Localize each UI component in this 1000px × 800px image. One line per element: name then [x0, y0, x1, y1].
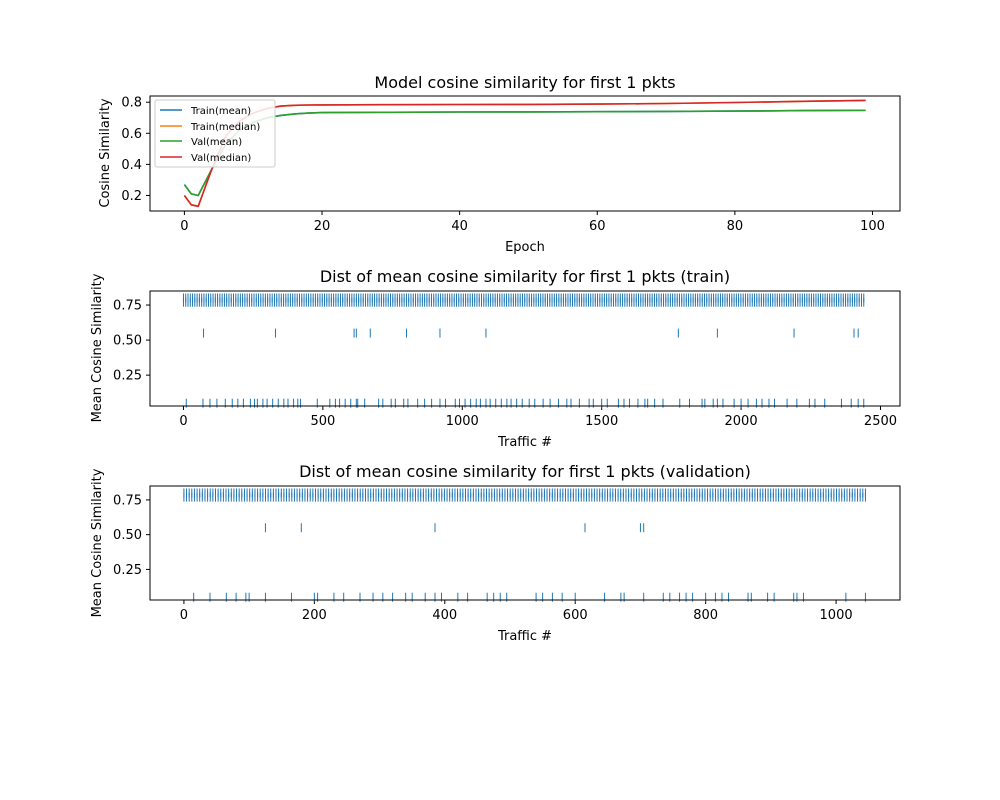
y-axis-label: Mean Cosine Similarity — [90, 468, 105, 617]
chart-title: Model cosine similarity for first 1 pkts — [374, 73, 675, 92]
series-line — [183, 99, 866, 208]
x-tick-label: 400 — [432, 608, 457, 623]
series-line — [183, 99, 866, 208]
legend-entry: Val(median) — [160, 153, 251, 164]
y-tick-label: 0.2 — [121, 189, 142, 204]
plot-frame — [149, 95, 901, 212]
x-axis-ticks: 0 20 40 60 80 100 — [180, 211, 885, 234]
x-tick-label: 20 — [314, 219, 331, 234]
x-tick-label: 2500 — [864, 414, 897, 429]
y-tick-label: 0.25 — [113, 563, 142, 578]
y-axis-ticks: 0.25 0.50 0.75 — [113, 299, 150, 384]
plot-area — [183, 99, 866, 208]
y-tick-label: 0.50 — [113, 528, 142, 543]
y-axis-label: Cosine Similarity — [98, 98, 113, 208]
x-tick-label: 0 — [180, 219, 188, 234]
legend-label: Val(median) — [191, 153, 251, 164]
x-tick-label: 100 — [860, 219, 885, 234]
y-tick-label: 0.8 — [121, 96, 142, 111]
legend-entry: Train(median) — [160, 122, 260, 133]
validation-distribution-scatter: Dist of mean cosine similarity for first… — [90, 462, 901, 644]
x-axis-label: Traffic # — [497, 435, 552, 450]
y-axis-label: Mean Cosine Similarity — [90, 273, 105, 422]
legend-label: Train(median) — [190, 122, 260, 133]
x-tick-label: 0 — [180, 608, 188, 623]
series-line — [183, 109, 866, 197]
plot-frame — [149, 485, 901, 601]
cosine-similarity-line-chart: Model cosine similarity for first 1 pkts… — [98, 73, 901, 255]
y-tick-label: 0.25 — [113, 369, 142, 384]
legend-label: Val(mean) — [191, 137, 242, 148]
x-tick-label: 500 — [310, 414, 335, 429]
legend-entry: Val(mean) — [160, 137, 242, 148]
x-tick-label: 40 — [451, 219, 468, 234]
x-tick-label: 60 — [589, 219, 606, 234]
x-tick-label: 2000 — [725, 414, 758, 429]
x-axis-ticks: 0 500 1000 1500 2000 2500 — [179, 406, 897, 429]
legend-frame — [154, 99, 276, 168]
legend: Train(mean) Train(median) Val(mean) Val(… — [154, 99, 276, 168]
chart-title: Dist of mean cosine similarity for first… — [320, 267, 730, 286]
series-line — [183, 109, 866, 197]
legend-label: Train(mean) — [190, 106, 251, 117]
x-tick-label: 1000 — [446, 414, 479, 429]
y-tick-label: 0.4 — [121, 158, 142, 173]
x-axis-label: Epoch — [505, 240, 545, 255]
legend-entry: Train(mean) — [160, 106, 251, 117]
x-tick-label: 80 — [727, 219, 744, 234]
x-tick-label: 1500 — [585, 414, 618, 429]
x-axis-label: Traffic # — [497, 629, 552, 644]
y-axis-ticks: 0.25 0.50 0.75 — [113, 493, 150, 578]
x-tick-label: 600 — [563, 608, 588, 623]
x-axis-ticks: 0 200 400 600 800 1000 — [180, 600, 853, 623]
x-tick-label: 200 — [302, 608, 327, 623]
y-tick-label: 0.75 — [113, 493, 142, 508]
x-tick-label: 800 — [693, 608, 718, 623]
x-tick-label: 0 — [179, 414, 187, 429]
y-tick-label: 0.75 — [113, 299, 142, 314]
train-distribution-scatter: Dist of mean cosine similarity for first… — [90, 267, 901, 450]
y-tick-label: 0.50 — [113, 334, 142, 349]
plot-frame — [149, 290, 901, 407]
chart-title: Dist of mean cosine similarity for first… — [299, 462, 751, 481]
y-axis-ticks: 0.2 0.4 0.6 0.8 — [121, 96, 150, 204]
plot-area — [182, 293, 865, 408]
plot-area — [183, 488, 866, 602]
x-tick-label: 1000 — [820, 608, 853, 623]
y-tick-label: 0.6 — [121, 127, 142, 142]
